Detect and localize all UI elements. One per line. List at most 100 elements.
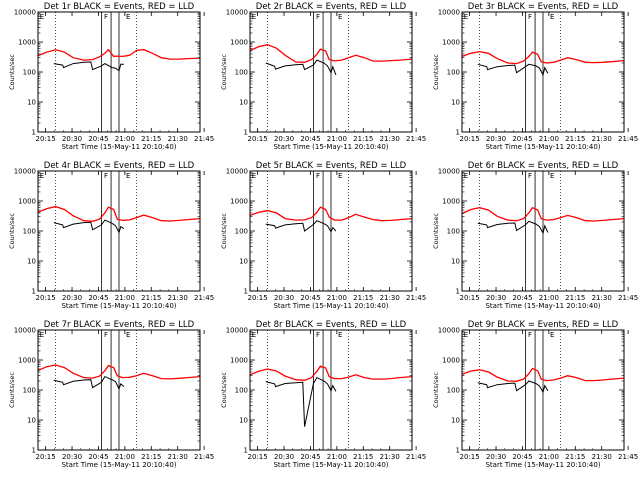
series-events-line <box>53 61 124 72</box>
flag-marker: E <box>338 331 342 339</box>
y-tick-label: 100 <box>447 228 460 236</box>
panel-det-2r: Det 2r BLACK = Events, RED = LLD 1 10 100 10… <box>220 2 426 151</box>
y-axis-label: Counts/sec <box>432 372 440 408</box>
x-tick-label: 21:00 <box>539 453 559 461</box>
x-tick-label: 21:15 <box>353 135 373 143</box>
x-tick-label: 20:15 <box>460 294 480 302</box>
y-tick-label: 1000 <box>230 39 248 47</box>
y-tick-label: 1 <box>32 447 36 455</box>
series-lld-line <box>38 205 200 222</box>
flag-marker: E <box>252 13 256 21</box>
y-axis-label: Counts/sec <box>432 213 440 249</box>
x-tick-label: 20:30 <box>486 294 506 302</box>
y-tick-label: 10000 <box>438 9 460 17</box>
x-tick-label: 20:30 <box>274 453 294 461</box>
x-tick-label: 20:45 <box>300 135 320 143</box>
y-tick-label: 10000 <box>438 168 460 176</box>
x-tick-label: 21:00 <box>115 294 135 302</box>
series-events-line <box>265 220 337 233</box>
series-events-line <box>477 63 549 77</box>
x-tick-label: 21:00 <box>115 135 135 143</box>
series-lld-line <box>462 367 624 382</box>
x-tick-label: 21:45 <box>406 135 426 143</box>
x-tick-label: 20:45 <box>512 453 532 461</box>
x-tick-label: 21:30 <box>592 294 612 302</box>
y-axis-label: Counts/sec <box>220 213 228 249</box>
x-axis-label: Start Time (15-May-11 20:10:40) <box>61 461 176 469</box>
x-tick-label: 21:45 <box>618 294 638 302</box>
x-tick-label: 20:15 <box>460 135 480 143</box>
x-tick-label: 20:30 <box>486 135 506 143</box>
panel-title: Det 2r BLACK = Events, RED = LLD <box>256 2 407 12</box>
y-tick-label: 1000 <box>230 357 248 365</box>
x-tick-label: 21:00 <box>327 294 347 302</box>
y-tick-label: 100 <box>235 387 248 395</box>
x-tick-label: 20:15 <box>248 294 268 302</box>
y-tick-label: 10000 <box>226 168 248 176</box>
x-axis-label: Start Time (15-May-11 20:10:40) <box>485 302 600 310</box>
y-tick-label: 1000 <box>18 357 36 365</box>
y-tick-label: 10000 <box>14 327 36 335</box>
flag-marker: F <box>316 13 320 21</box>
series-lld-line <box>250 44 412 63</box>
flag-marker: F <box>104 331 108 339</box>
flag-marker: F <box>104 13 108 21</box>
panel-det-1r: Det 1r BLACK = Events, RED = LLD 1 10 100 10… <box>8 2 214 151</box>
x-tick-label: 21:30 <box>380 453 400 461</box>
x-tick-label: 20:45 <box>512 135 532 143</box>
x-tick-label: 21:00 <box>115 453 135 461</box>
x-tick-label: 21:15 <box>353 453 373 461</box>
x-tick-label: 21:00 <box>327 453 347 461</box>
x-tick-label: 20:30 <box>486 453 506 461</box>
panel-det-9r: Det 9r BLACK = Events, RED = LLD 1 10 100 10… <box>432 320 638 469</box>
x-tick-label: 20:45 <box>512 294 532 302</box>
y-tick-label: 1 <box>244 129 248 137</box>
x-tick-label: 20:15 <box>460 453 480 461</box>
y-tick-label: 1000 <box>442 198 460 206</box>
y-tick-label: 100 <box>23 387 36 395</box>
y-axis-label: Counts/sec <box>8 54 16 90</box>
y-tick-label: 10 <box>451 417 460 425</box>
y-tick-label: 10 <box>239 417 248 425</box>
x-tick-label: 21:15 <box>565 294 585 302</box>
y-tick-label: 100 <box>23 69 36 77</box>
x-tick-label: 21:00 <box>327 135 347 143</box>
series-events-line <box>477 220 549 235</box>
x-tick-label: 21:30 <box>168 453 188 461</box>
y-axis-label: Counts/sec <box>220 372 228 408</box>
x-tick-label: 21:30 <box>168 294 188 302</box>
panel-title: Det 9r BLACK = Events, RED = LLD <box>468 320 619 330</box>
x-tick-label: 20:30 <box>62 294 82 302</box>
x-tick-label: 21:30 <box>592 135 612 143</box>
y-axis-label: Counts/sec <box>8 372 16 408</box>
flag-marker: E <box>464 331 468 339</box>
flag-marker: F <box>528 172 532 180</box>
flag-marker: E <box>550 13 554 21</box>
x-axis-label: Start Time (15-May-11 20:10:40) <box>485 143 600 151</box>
panel-title: Det 8r BLACK = Events, RED = LLD <box>256 320 407 330</box>
y-tick-label: 1 <box>456 288 460 296</box>
panel-title: Det 1r BLACK = Events, RED = LLD <box>44 2 195 12</box>
x-tick-label: 21:45 <box>618 135 638 143</box>
panel-title: Det 4r BLACK = Events, RED = LLD <box>44 161 195 171</box>
x-tick-label: 20:30 <box>274 135 294 143</box>
x-tick-label: 20:15 <box>248 135 268 143</box>
y-tick-label: 10000 <box>14 9 36 17</box>
panel-title: Det 5r BLACK = Events, RED = LLD <box>256 161 407 171</box>
x-tick-label: 21:45 <box>194 453 214 461</box>
x-tick-label: 20:15 <box>248 453 268 461</box>
series-events-line <box>265 376 337 427</box>
y-tick-label: 1 <box>32 129 36 137</box>
series-lld-line <box>462 50 624 65</box>
series-lld-line <box>38 48 200 61</box>
series-events-line <box>477 380 549 394</box>
x-tick-label: 21:15 <box>565 135 585 143</box>
panel-det-6r: Det 6r BLACK = Events, RED = LLD 1 10 100 10… <box>432 161 638 310</box>
x-tick-label: 21:45 <box>406 294 426 302</box>
series-lld-line <box>250 206 412 222</box>
y-tick-label: 1 <box>244 288 248 296</box>
flag-marker: E <box>252 172 256 180</box>
x-axis-label: Start Time (15-May-11 20:10:40) <box>61 143 176 151</box>
x-tick-label: 21:15 <box>565 453 585 461</box>
